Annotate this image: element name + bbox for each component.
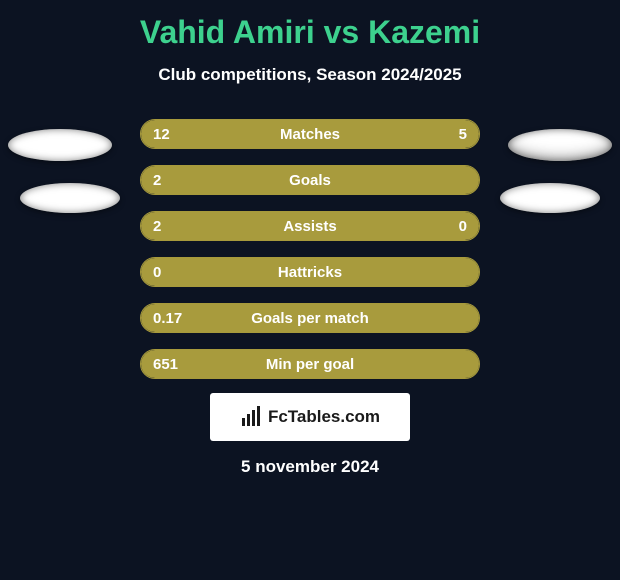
player-left-image-2	[20, 183, 120, 213]
comparison-stage: 12Matches5 2Goals 2Assists0 0Hattricks 0.17G…	[0, 119, 620, 379]
stat-bar: 0.17Goals per match	[140, 303, 480, 333]
player-right-image-1	[508, 129, 612, 161]
page-title: Vahid Amiri vs Kazemi	[0, 0, 620, 51]
stat-bar: 12Matches5	[140, 119, 480, 149]
brand-box: FcTables.com	[210, 393, 410, 441]
stat-label: Assists	[141, 218, 479, 235]
subtitle: Club competitions, Season 2024/2025	[0, 65, 620, 85]
stat-label: Goals per match	[141, 310, 479, 327]
stat-label: Min per goal	[141, 356, 479, 373]
player-right-image-2	[500, 183, 600, 213]
stat-label: Matches	[141, 126, 479, 143]
stat-label: Goals	[141, 172, 479, 189]
date-text: 5 november 2024	[0, 457, 620, 477]
stat-bars: 12Matches5 2Goals 2Assists0 0Hattricks 0.17G…	[140, 119, 480, 395]
player-left-image-1	[8, 129, 112, 161]
stat-bar: 0Hattricks	[140, 257, 480, 287]
stat-bar: 2Goals	[140, 165, 480, 195]
stat-bar: 2Assists0	[140, 211, 480, 241]
stat-label: Hattricks	[141, 264, 479, 281]
brand-text: FcTables.com	[268, 407, 380, 427]
brand-icon	[240, 406, 262, 428]
stat-bar: 651Min per goal	[140, 349, 480, 379]
